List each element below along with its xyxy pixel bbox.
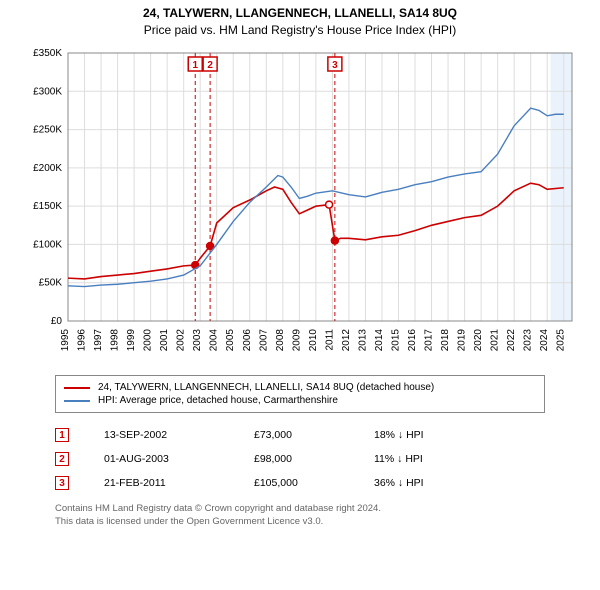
svg-text:2014: 2014 bbox=[374, 329, 385, 352]
svg-text:£200K: £200K bbox=[33, 163, 62, 174]
svg-text:2012: 2012 bbox=[341, 329, 352, 352]
svg-text:£350K: £350K bbox=[33, 48, 62, 59]
marker-row: 1 13-SEP-2002£73,00018% ↓ HPI bbox=[55, 423, 545, 447]
svg-text:2021: 2021 bbox=[490, 329, 501, 352]
svg-text:2017: 2017 bbox=[424, 329, 435, 352]
legend-row: 24, TALYWERN, LLANGENNECH, LLANELLI, SA1… bbox=[64, 381, 536, 394]
marker-date: 13-SEP-2002 bbox=[104, 429, 254, 441]
chart-svg: £0 £50K £100K £150K £200K £250K £300K £350K 1995… bbox=[20, 47, 580, 367]
marker-delta: 36% ↓ HPI bbox=[374, 477, 545, 489]
svg-text:2005: 2005 bbox=[225, 329, 236, 352]
marker-row: 2 01-AUG-2003£98,00011% ↓ HPI bbox=[55, 447, 545, 471]
event-markers-table: 1 13-SEP-2002£73,00018% ↓ HPI 2 01-AUG-2003… bbox=[55, 423, 545, 495]
legend: 24, TALYWERN, LLANGENNECH, LLANELLI, SA1… bbox=[55, 375, 545, 413]
svg-text:2007: 2007 bbox=[258, 329, 269, 352]
svg-text:1998: 1998 bbox=[110, 329, 121, 352]
svg-text:2013: 2013 bbox=[357, 329, 368, 352]
svg-text:2009: 2009 bbox=[291, 329, 302, 352]
legend-label: HPI: Average price, detached house, Carm… bbox=[98, 395, 338, 406]
svg-text:2024: 2024 bbox=[539, 329, 550, 352]
svg-text:£250K: £250K bbox=[33, 125, 62, 136]
legend-swatch bbox=[64, 387, 90, 389]
marker-badge: 3 bbox=[55, 476, 69, 490]
svg-text:2000: 2000 bbox=[143, 329, 154, 352]
legend-swatch bbox=[64, 400, 90, 402]
chart-title-block: 24, TALYWERN, LLANGENNECH, LLANELLI, SA1… bbox=[0, 0, 600, 37]
svg-text:2016: 2016 bbox=[407, 329, 418, 352]
svg-text:2003: 2003 bbox=[192, 329, 203, 352]
title-line-2: Price paid vs. HM Land Registry's House … bbox=[0, 23, 600, 37]
svg-text:2025: 2025 bbox=[556, 329, 567, 352]
marker-delta: 18% ↓ HPI bbox=[374, 429, 545, 441]
footnote: Contains HM Land Registry data © Crown c… bbox=[55, 503, 545, 529]
marker-price: £73,000 bbox=[254, 429, 374, 441]
svg-text:1: 1 bbox=[192, 60, 198, 71]
svg-text:2008: 2008 bbox=[275, 329, 286, 352]
svg-text:2002: 2002 bbox=[176, 329, 187, 352]
svg-text:£150K: £150K bbox=[33, 201, 62, 212]
footnote-line-2: This data is licensed under the Open Gov… bbox=[55, 516, 545, 529]
marker-price: £98,000 bbox=[254, 453, 374, 465]
svg-text:2011: 2011 bbox=[324, 329, 335, 351]
svg-text:2004: 2004 bbox=[209, 329, 220, 352]
svg-text:1995: 1995 bbox=[60, 329, 71, 352]
svg-text:£50K: £50K bbox=[39, 278, 63, 289]
svg-text:2022: 2022 bbox=[506, 329, 517, 352]
svg-text:£0: £0 bbox=[51, 316, 63, 327]
svg-text:2001: 2001 bbox=[159, 329, 170, 352]
svg-text:2: 2 bbox=[207, 60, 213, 71]
svg-text:2019: 2019 bbox=[457, 329, 468, 352]
price-chart: £0 £50K £100K £150K £200K £250K £300K £350K 1995… bbox=[20, 47, 580, 367]
svg-text:1996: 1996 bbox=[77, 329, 88, 352]
svg-text:2023: 2023 bbox=[523, 329, 534, 352]
marker-price: £105,000 bbox=[254, 477, 374, 489]
svg-text:1997: 1997 bbox=[93, 329, 104, 352]
svg-text:£100K: £100K bbox=[33, 239, 62, 250]
svg-text:£300K: £300K bbox=[33, 86, 62, 97]
svg-text:2006: 2006 bbox=[242, 329, 253, 352]
legend-row: HPI: Average price, detached house, Carm… bbox=[64, 394, 536, 407]
svg-text:2020: 2020 bbox=[473, 329, 484, 352]
marker-date: 21-FEB-2011 bbox=[104, 477, 254, 489]
marker-badge: 2 bbox=[55, 452, 69, 466]
marker-badge: 1 bbox=[55, 428, 69, 442]
svg-text:2018: 2018 bbox=[440, 329, 451, 352]
marker-delta: 11% ↓ HPI bbox=[374, 453, 545, 465]
title-line-1: 24, TALYWERN, LLANGENNECH, LLANELLI, SA1… bbox=[0, 6, 600, 20]
svg-text:2010: 2010 bbox=[308, 329, 319, 352]
legend-label: 24, TALYWERN, LLANGENNECH, LLANELLI, SA1… bbox=[98, 382, 434, 393]
marker-date: 01-AUG-2003 bbox=[104, 453, 254, 465]
svg-text:1999: 1999 bbox=[126, 329, 137, 352]
svg-text:2015: 2015 bbox=[390, 329, 401, 352]
footnote-line-1: Contains HM Land Registry data © Crown c… bbox=[55, 503, 545, 516]
marker-row: 3 21-FEB-2011£105,00036% ↓ HPI bbox=[55, 471, 545, 495]
svg-text:3: 3 bbox=[332, 60, 338, 71]
